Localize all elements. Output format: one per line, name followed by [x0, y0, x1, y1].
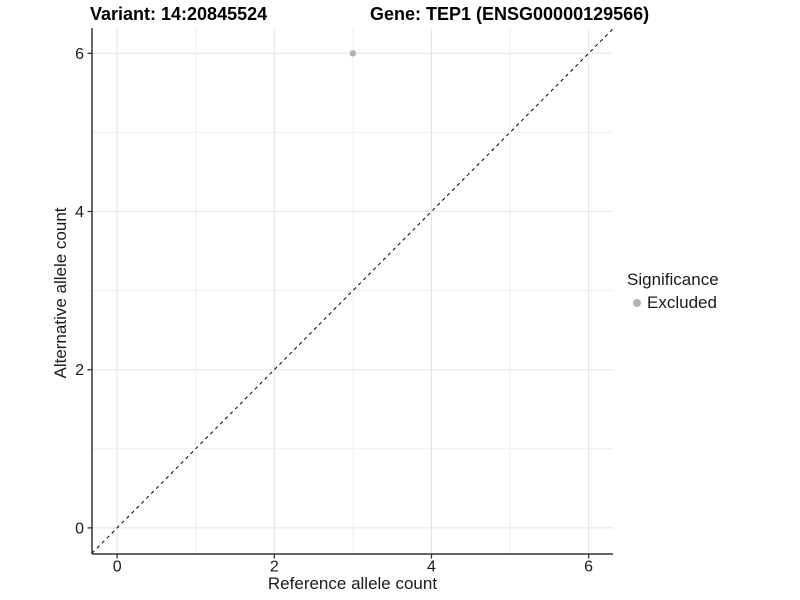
- x-tick-label-2: 2: [270, 559, 279, 576]
- x-tick-label-0: 0: [113, 559, 122, 576]
- identity-dashed-line: [91, 28, 614, 554]
- plot-title-variant: Variant: 14:20845524: [90, 4, 268, 24]
- y-tick-label-2: 2: [75, 362, 84, 379]
- y-tick-label-4: 4: [75, 204, 84, 221]
- x-tick-label-6: 6: [584, 559, 593, 576]
- y-tick-label-0: 0: [75, 520, 84, 537]
- x-tick-label-4: 4: [427, 559, 436, 576]
- legend-title: Significance: [627, 270, 719, 289]
- x-axis-title: Reference allele count: [267, 574, 438, 593]
- plot-title-gene: Gene: TEP1 (ENSG00000129566): [370, 4, 650, 24]
- legend: Significance Excluded: [627, 270, 719, 313]
- data-point-excluded: [349, 50, 357, 57]
- y-tick-label-6: 6: [75, 46, 84, 63]
- legend-item-excluded: Excluded: [627, 293, 719, 313]
- y-axis-title: Alternative allele count: [51, 207, 70, 379]
- legend-item-label: Excluded: [647, 293, 717, 312]
- legend-point-icon: [633, 299, 641, 307]
